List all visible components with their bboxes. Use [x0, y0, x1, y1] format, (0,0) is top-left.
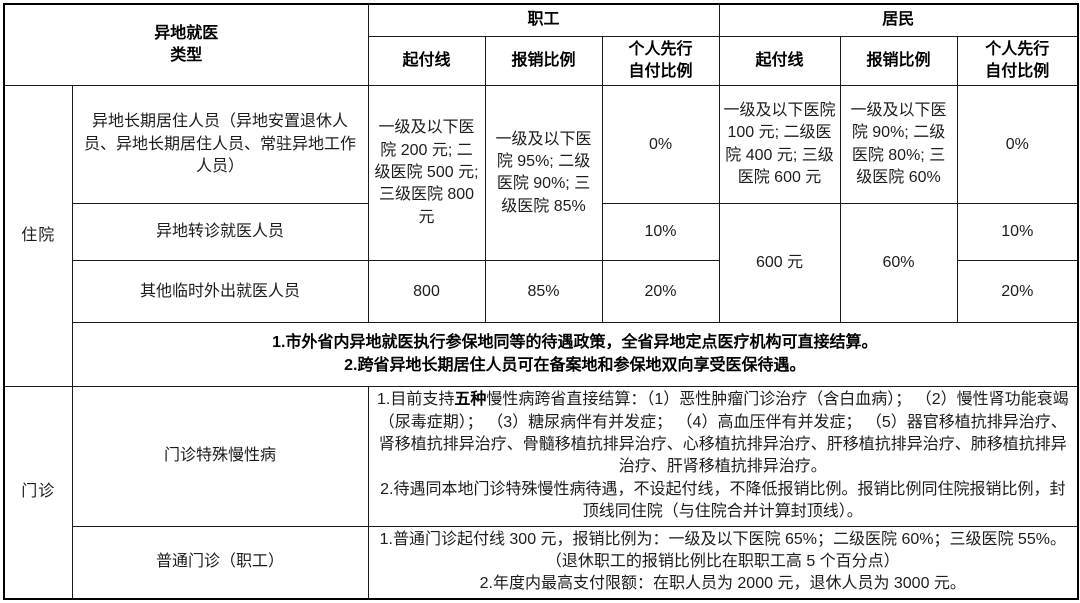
cell-longterm-resident-deductible: 一级及以下医院 100 元; 二级医院 400 元; 三级医院 600 元: [718, 85, 841, 205]
header-resident-deductible: 起付线: [718, 35, 841, 87]
header-row-columns: 起付线 报销比例 个人先行 自付比例 起付线 报销比例 个人先行 自付比例: [4, 35, 1079, 87]
header-group-resident: 居民: [718, 3, 1079, 37]
cell-ordinary-type: 普通门诊（职工）: [71, 525, 369, 600]
row-ordinary: 普通门诊（职工） 1.普通门诊起付线 300 元，报销比例为：一级及以下医院 6…: [4, 525, 1079, 600]
header-employee-self-pay: 个人先行 自付比例: [601, 35, 720, 87]
cell-chronic-detail: 1.目前支持五种慢性病跨省直接结算：（1）恶性肿瘤门诊治疗（含白血病）； （2）…: [367, 386, 1079, 527]
cell-longterm-employee-deductible: 一级及以下医院 200 元; 二级医院 500 元; 三级医院 800 元: [367, 85, 486, 262]
chronic-detail-prefix: 1.目前支持: [376, 391, 455, 409]
header-group-employee: 职工: [367, 3, 720, 37]
cell-longterm-resident-reimbursement: 一级及以下医院 90%; 二级医院 80%; 三级医院 60%: [839, 85, 958, 205]
cell-longterm-employee-self-pay: 0%: [601, 85, 720, 205]
chronic-detail-bold: 五种: [454, 391, 487, 409]
cell-longterm-employee-reimbursement: 一级及以下医院 95%; 二级医院 90%; 三级医院 85%: [484, 85, 603, 262]
header-employee-reimbursement: 报销比例: [484, 35, 603, 87]
cell-referral-type: 异地转诊就医人员: [71, 203, 369, 262]
row-referral: 异地转诊就医人员 10% 600 元 60% 10%: [4, 203, 1079, 324]
cell-other-resident-self-pay: 20%: [956, 260, 1079, 324]
cell-other-employee-reimbursement: 85%: [484, 260, 603, 324]
cell-other-type: 其他临时外出就医人员: [71, 260, 369, 324]
header-row-groups: 异地就医 类型 职工 居民: [3, 3, 1079, 87]
cell-other-employee-self-pay: 20%: [601, 260, 720, 324]
cell-longterm-type: 异地长期居住人员（异地安置退休人员、异地长期居住人员、常驻异地工作人员）: [71, 85, 369, 205]
cell-ordinary-detail: 1.普通门诊起付线 300 元，报销比例为：一级及以下医院 65%；二级医院 6…: [367, 525, 1079, 600]
header-resident-reimbursement: 报销比例: [839, 35, 958, 87]
cell-other-employee-deductible: 800: [367, 260, 486, 324]
cell-inpatient-notes: 1.市外省内异地就医执行参保地同等的待遇政策，全省异地定点医疗机构可直接结算。 …: [71, 322, 1079, 388]
cell-longterm-resident-self-pay: 0%: [956, 85, 1079, 205]
row-longterm: 住院 异地长期居住人员（异地安置退休人员、异地长期居住人员、常驻异地工作人员） …: [3, 85, 1079, 388]
chronic-detail-rest: 慢性病跨省直接结算：（1）恶性肿瘤门诊治疗（含白血病）； （2）慢性肾功能衰竭（…: [378, 391, 1069, 521]
header-employee-deductible: 起付线: [367, 35, 486, 87]
cell-inpatient-label: 住院: [3, 85, 73, 388]
header-type: 异地就医 类型: [3, 3, 369, 87]
cell-outpatient-label: 门诊: [3, 386, 73, 600]
cell-referral-employee-self-pay: 10%: [601, 203, 720, 262]
header-resident-self-pay: 个人先行 自付比例: [956, 35, 1079, 87]
row-inpatient-notes: 1.市外省内异地就医执行参保地同等的待遇政策，全省异地定点医疗机构可直接结算。 …: [4, 322, 1079, 388]
remote-medical-benefits-table: 异地就医 类型 职工 居民 起付线 报销比例 个人先行 自付比例 起付线 报销比…: [3, 3, 1080, 600]
cell-referral-resident-deductible: 600 元: [718, 203, 841, 324]
row-chronic: 门诊 门诊特殊慢性病 1.目前支持五种慢性病跨省直接结算：（1）恶性肿瘤门诊治疗…: [3, 386, 1079, 600]
cell-chronic-type: 门诊特殊慢性病: [71, 386, 369, 527]
cell-referral-resident-self-pay: 10%: [956, 203, 1079, 262]
cell-referral-resident-reimbursement: 60%: [839, 203, 958, 324]
